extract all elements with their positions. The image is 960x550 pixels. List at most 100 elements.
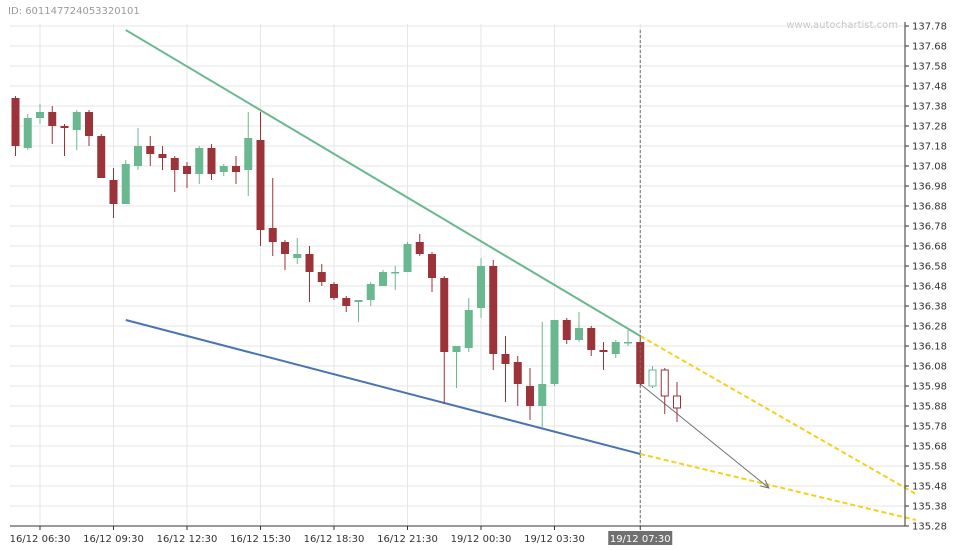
- candle-body: [624, 342, 632, 344]
- candle: [48, 106, 57, 144]
- axes: [10, 22, 906, 527]
- candle: [60, 124, 69, 156]
- candle-body: [256, 140, 265, 230]
- candle-body: [538, 384, 547, 406]
- candle: [232, 156, 240, 184]
- y-tick-label: 136.78: [912, 222, 947, 233]
- candle: [121, 160, 130, 204]
- candle-body: [562, 320, 571, 340]
- candle: [317, 264, 326, 286]
- projected-candles: [648, 366, 681, 422]
- candle-body: [219, 166, 228, 172]
- candle: [330, 282, 338, 300]
- candle: [452, 346, 461, 388]
- y-tick-label: 136.68: [912, 242, 947, 253]
- candle: [256, 112, 265, 246]
- candle-body: [575, 328, 583, 340]
- y-tick-label: 135.48: [912, 482, 947, 493]
- y-tick-label: 135.78: [912, 422, 947, 433]
- candle-body: [354, 300, 363, 302]
- candle-body: [489, 266, 498, 354]
- candle: [379, 270, 387, 286]
- candle-body: [281, 242, 289, 254]
- y-tick-label: 137.58: [912, 62, 947, 73]
- candle-body: [464, 310, 473, 348]
- candle: [170, 156, 179, 192]
- x-tick-label: 16/12 18:30: [304, 534, 365, 545]
- y-tick-label: 136.18: [912, 342, 947, 353]
- candle-body: [244, 138, 253, 170]
- x-tick-label: 16/12 21:30: [377, 534, 438, 545]
- x-tick-label: 16/12 12:30: [157, 534, 218, 545]
- x-tick-label: 16/12 06:30: [10, 534, 71, 545]
- candle-body: [550, 320, 559, 384]
- support-trend-line: [125, 319, 641, 455]
- candle-body: [293, 254, 302, 258]
- candle-body: [403, 244, 412, 272]
- candle-body: [513, 362, 522, 384]
- candle: [513, 356, 522, 406]
- candle: [23, 114, 32, 150]
- candle: [36, 104, 44, 124]
- candle: [428, 252, 436, 292]
- y-tick-label: 136.58: [912, 262, 947, 273]
- candle: [183, 162, 191, 188]
- candle-body: [23, 118, 32, 148]
- x-axis-ticks: 16/12 06:30 16/12 09:30 16/12 12:30 16/12 1…: [10, 526, 671, 545]
- y-tick-label: 137.28: [912, 122, 947, 133]
- candle: [415, 234, 424, 256]
- y-tick-label: 137.38: [912, 102, 947, 113]
- candle-body: [97, 136, 106, 178]
- candle: [489, 260, 498, 370]
- candle-body: [134, 146, 142, 166]
- y-tick-label: 135.98: [912, 382, 947, 393]
- candle: [587, 326, 596, 356]
- candle-body: [452, 346, 461, 352]
- candle: [611, 340, 620, 358]
- candle-body: [36, 112, 44, 118]
- forecast-arrow-head: [759, 479, 770, 489]
- candle-body: [379, 272, 387, 286]
- candle-body: [158, 154, 167, 158]
- candle: [109, 168, 118, 218]
- y-tick-label: 137.08: [912, 162, 947, 173]
- y-tick-label: 136.98: [912, 182, 947, 193]
- candle: [244, 112, 253, 196]
- candle: [575, 312, 583, 342]
- candle: [97, 134, 106, 178]
- candle: [403, 242, 412, 272]
- candle-body: [587, 328, 596, 350]
- projected-candle: [660, 368, 669, 414]
- candle: [366, 282, 375, 306]
- candle-body: [330, 284, 338, 298]
- candle-body: [11, 98, 20, 146]
- candle-body: [501, 354, 510, 364]
- x-tick-label: 19/12 00:30: [451, 534, 512, 545]
- candle: [477, 258, 485, 318]
- y-tick-label: 135.38: [912, 502, 947, 513]
- trend-lines: [125, 29, 917, 521]
- time-highlight: 19/12 07:30: [608, 30, 673, 545]
- candle-body: [146, 146, 155, 154]
- candle: [538, 322, 547, 428]
- y-tick-label: 135.88: [912, 402, 947, 413]
- candle: [219, 164, 228, 176]
- candle: [146, 136, 155, 166]
- candle-body: [599, 350, 608, 352]
- candle-body: [109, 180, 118, 204]
- y-tick-label: 137.48: [912, 82, 947, 93]
- x-tick-label: 16/12 09:30: [83, 534, 144, 545]
- time-highlight-label: 19/12 07:30: [610, 534, 671, 545]
- candle: [526, 368, 534, 420]
- candle: [550, 320, 559, 386]
- candle-body: [440, 278, 449, 352]
- candle-body: [72, 112, 81, 130]
- candle-body: [342, 298, 351, 306]
- candle-body: [207, 148, 216, 174]
- candle-body: [366, 284, 375, 300]
- candle: [464, 298, 473, 352]
- y-tick-label: 137.68: [912, 42, 947, 53]
- y-tick-label: 136.08: [912, 362, 947, 373]
- chart-id-label: ID: 6011477240533201​01: [8, 6, 140, 17]
